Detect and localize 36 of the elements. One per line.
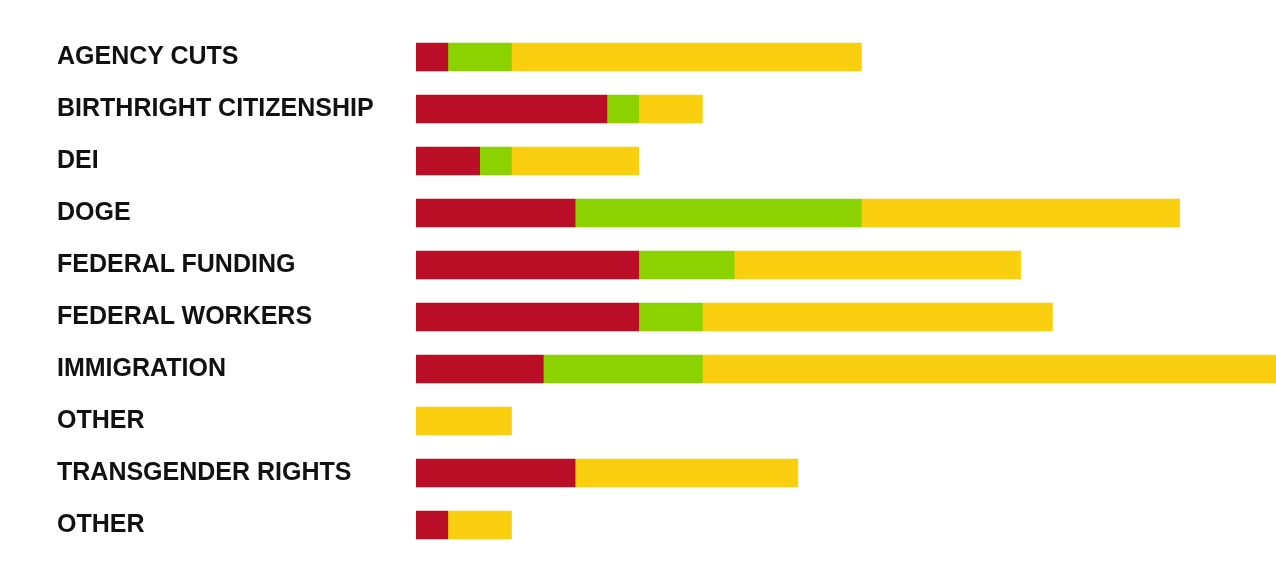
bar bbox=[574, 458, 799, 488]
y-tick-label: TRANSGENDER RIGHTS bbox=[57, 456, 352, 485]
bar bbox=[416, 302, 640, 332]
bar bbox=[542, 354, 703, 384]
bar bbox=[416, 198, 576, 228]
bar bbox=[511, 146, 640, 176]
y-tick-label: BIRTHRIGHT CITIZENSHIP bbox=[57, 92, 374, 121]
bar bbox=[416, 250, 640, 280]
bar bbox=[733, 250, 1021, 280]
bar bbox=[447, 42, 512, 72]
bar bbox=[416, 354, 544, 384]
y-tick-label: DEI bbox=[57, 144, 99, 173]
y-tick-label: OTHER bbox=[57, 508, 145, 537]
bar bbox=[416, 406, 512, 436]
bar bbox=[574, 198, 862, 228]
y-tick-label: IMMIGRATION bbox=[57, 352, 226, 381]
bar bbox=[416, 510, 449, 540]
y-tick-label: FEDERAL WORKERS bbox=[57, 300, 313, 329]
bar bbox=[416, 42, 449, 72]
bar bbox=[702, 302, 1053, 332]
bar bbox=[416, 94, 608, 124]
y-tick-label: FEDERAL FUNDING bbox=[57, 248, 296, 277]
bar bbox=[638, 94, 703, 124]
bar bbox=[416, 458, 576, 488]
bar bbox=[606, 94, 640, 124]
bar bbox=[702, 354, 1276, 384]
bar bbox=[511, 42, 862, 72]
bar bbox=[638, 250, 735, 280]
bar bbox=[638, 302, 703, 332]
y-tick-label: AGENCY CUTS bbox=[57, 40, 239, 69]
bar bbox=[861, 198, 1181, 228]
bar bbox=[416, 146, 480, 176]
y-tick-label: DOGE bbox=[57, 196, 131, 225]
y-tick-label: OTHER bbox=[57, 404, 145, 433]
bar bbox=[479, 146, 512, 176]
bar bbox=[447, 510, 512, 540]
